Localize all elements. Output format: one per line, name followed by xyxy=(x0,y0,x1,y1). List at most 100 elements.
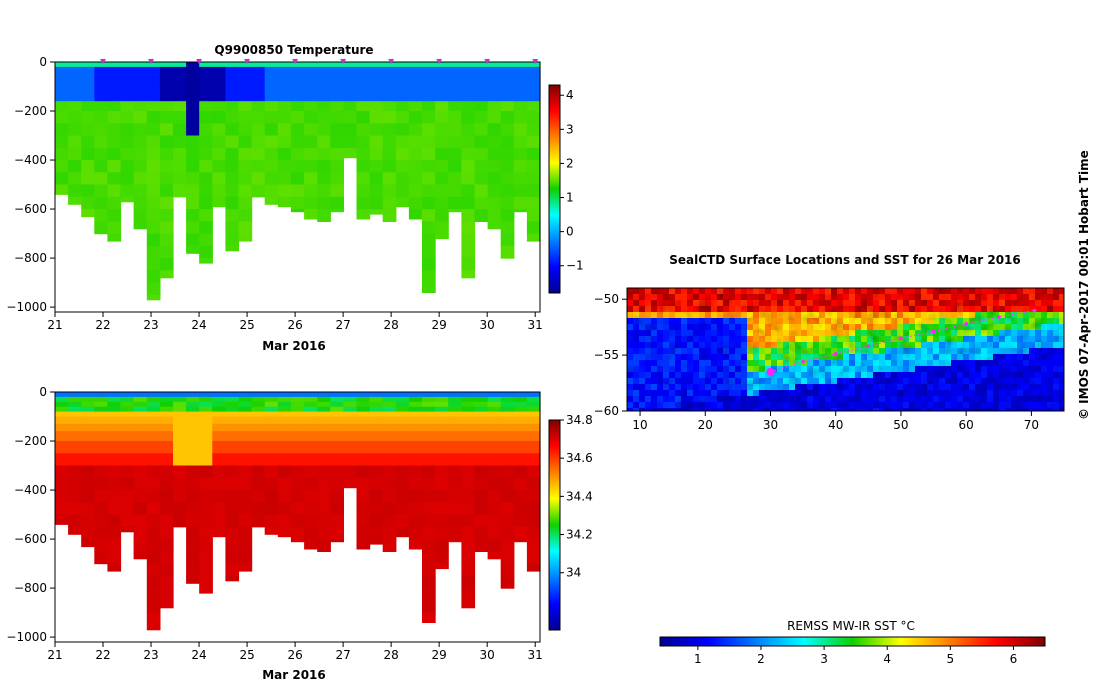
profile-cell xyxy=(448,101,462,112)
profile-cell xyxy=(395,71,410,78)
salinity-cells xyxy=(55,392,541,631)
profile-cell xyxy=(186,411,200,418)
profile-cell xyxy=(304,416,318,425)
profile-cell xyxy=(133,66,148,73)
profile-cell xyxy=(277,526,292,538)
profile-cell xyxy=(422,423,436,432)
profile-cell xyxy=(159,221,174,235)
profile-cell xyxy=(199,111,213,124)
profile-cell xyxy=(290,172,305,186)
profile-cell xyxy=(81,465,95,479)
profile-cell xyxy=(81,431,95,442)
profile-cell xyxy=(526,526,541,540)
profile-cell xyxy=(369,453,384,467)
profile-cell xyxy=(435,71,449,78)
profile-cell xyxy=(225,406,240,413)
profile-cell xyxy=(526,233,541,242)
profile-cell xyxy=(199,551,213,565)
profile-cell xyxy=(264,172,279,186)
sst-colorbar-ticks: 1 2 3 4 5 6 xyxy=(694,646,1017,666)
profile-cell xyxy=(448,441,462,454)
profile-cell xyxy=(238,184,253,198)
profile-cell xyxy=(186,245,200,254)
profile-cell xyxy=(382,416,397,425)
profile-cell xyxy=(55,423,69,432)
profile-cell xyxy=(369,423,384,432)
profile-cell xyxy=(212,465,226,479)
profile-cell xyxy=(317,416,331,425)
profile-cell xyxy=(408,76,423,83)
profile-cell xyxy=(513,71,528,78)
profile-cell xyxy=(277,477,292,491)
profile-cell xyxy=(369,196,384,210)
profile-cell xyxy=(461,406,476,413)
profile-cell xyxy=(395,66,410,73)
profile-cell xyxy=(435,411,449,418)
profile-cell xyxy=(290,66,305,73)
profile-cell xyxy=(55,101,69,112)
profile-cell xyxy=(513,93,528,102)
profile-cell xyxy=(487,477,502,491)
profile-cell xyxy=(526,160,541,173)
profile-cell xyxy=(526,101,541,112)
colorbar-tick-label: 34.2 xyxy=(566,528,593,542)
profile-cell xyxy=(395,441,410,454)
profile-cell xyxy=(173,392,187,398)
profile-cell xyxy=(199,123,213,137)
profile-cell xyxy=(448,416,462,425)
profile-cell xyxy=(369,411,384,418)
profile-cell xyxy=(146,431,161,442)
profile-cell xyxy=(435,526,449,540)
profile-cell xyxy=(422,490,436,503)
profile-cell xyxy=(500,233,515,247)
profile-cell xyxy=(474,66,489,73)
profile-cell xyxy=(159,453,174,467)
profile-cell xyxy=(500,86,515,95)
profile-cell xyxy=(146,270,161,284)
profile-cell xyxy=(330,66,344,73)
profile-cell xyxy=(435,81,449,88)
profile-cell xyxy=(159,396,174,403)
profile-cell xyxy=(474,86,489,95)
profile-cell xyxy=(369,396,384,403)
profile-cell xyxy=(146,135,161,149)
profile-cell xyxy=(382,76,397,83)
profile-cell xyxy=(382,490,397,503)
profile-cell xyxy=(251,86,266,95)
profile-cell xyxy=(225,209,240,222)
profile-cell xyxy=(225,172,240,186)
profile-cell xyxy=(435,406,449,413)
profile-cell xyxy=(395,423,410,432)
profile-cell xyxy=(422,184,436,198)
profile-cell xyxy=(159,490,174,503)
profile-cell xyxy=(461,209,476,222)
y-tick-label: −1000 xyxy=(6,630,47,644)
profile-cell xyxy=(94,539,108,552)
x-tick-label: 10 xyxy=(632,418,647,432)
surface-marker xyxy=(244,59,251,64)
profile-cell xyxy=(264,111,279,124)
profile-cell xyxy=(526,401,541,408)
profile-cell xyxy=(474,514,489,528)
profile-cell xyxy=(435,93,449,102)
profile-cell xyxy=(199,233,213,247)
profile-cell xyxy=(81,66,95,73)
profile-cell xyxy=(343,431,358,442)
profile-cell xyxy=(448,160,462,173)
y-tick-label: −400 xyxy=(14,153,47,167)
profile-cell xyxy=(238,147,253,161)
profile-cell xyxy=(146,282,161,296)
profile-cell xyxy=(264,123,279,137)
profile-cell xyxy=(382,441,397,454)
profile-cell xyxy=(186,401,200,408)
profile-cell xyxy=(159,431,174,442)
profile-cell xyxy=(146,160,161,173)
profile-cell xyxy=(173,62,187,68)
profile-cell xyxy=(317,392,331,398)
surface-marker xyxy=(340,59,347,64)
profile-cell xyxy=(55,81,69,88)
profile-cell xyxy=(251,71,266,78)
profile-cell xyxy=(199,431,213,442)
colorbar-tick-label: 34.4 xyxy=(566,489,593,503)
colorbar-tick-label: 34.8 xyxy=(566,413,593,427)
